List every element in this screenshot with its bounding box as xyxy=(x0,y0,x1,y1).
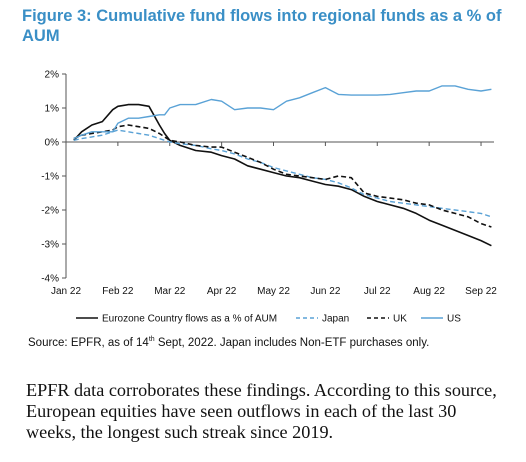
y-tick-label: -2% xyxy=(41,206,59,217)
x-tick-label: May 22 xyxy=(257,286,290,297)
source-prefix: Source: EPFR, as of 14 xyxy=(28,336,149,349)
legend-label: Japan xyxy=(322,314,349,325)
legend-label: UK xyxy=(393,314,407,325)
source-suffix: Sept, 2022. Japan includes Non-ETF purch… xyxy=(154,336,430,349)
y-tick-label: 0% xyxy=(45,138,60,149)
source-note: Source: EPFR, as of 14th Sept, 2022. Jap… xyxy=(28,336,508,349)
series-line-uk xyxy=(73,124,492,228)
x-tick-label: Jul 22 xyxy=(364,286,391,297)
x-tick-label: Sep 22 xyxy=(465,286,497,297)
chart-legend: Eurozone Country flows as a % of AUM Japa… xyxy=(76,314,461,325)
y-tick-label: -3% xyxy=(41,240,59,251)
figure-title: Figure 3: Cumulative fund flows into reg… xyxy=(22,7,502,45)
x-tick-label: Apr 22 xyxy=(207,286,237,297)
line-chart: 2% 1% 0% -1% -2% -3% -4%Jan 22 Feb 22 Mar 22 Apr … xyxy=(41,70,497,325)
series-line-eurozone-country-flows-as-a-of-aum xyxy=(73,103,492,247)
x-tick-label: Jan 22 xyxy=(51,286,81,297)
legend-label: Eurozone Country flows as a % of AUM xyxy=(102,314,277,325)
source-superscript: th xyxy=(148,336,155,343)
x-tick-label: Feb 22 xyxy=(102,286,134,297)
y-tick-label: 2% xyxy=(45,70,60,81)
series-line-us xyxy=(73,85,492,140)
x-tick-label: Mar 22 xyxy=(154,286,186,297)
y-tick-label: 1% xyxy=(45,104,60,115)
y-tick-label: -4% xyxy=(41,274,59,285)
legend-label: US xyxy=(447,314,461,325)
y-tick-label: -1% xyxy=(41,172,59,183)
x-tick-label: Aug 22 xyxy=(413,286,445,297)
chart-series-layer xyxy=(73,85,492,247)
body-paragraph: EPFR data corroborates these findings. A… xyxy=(26,380,497,442)
chart-axes: 2% 1% 0% -1% -2% -3% -4%Jan 22 Feb 22 Mar 22 Apr … xyxy=(41,70,497,298)
x-tick-label: Jun 22 xyxy=(310,286,340,297)
